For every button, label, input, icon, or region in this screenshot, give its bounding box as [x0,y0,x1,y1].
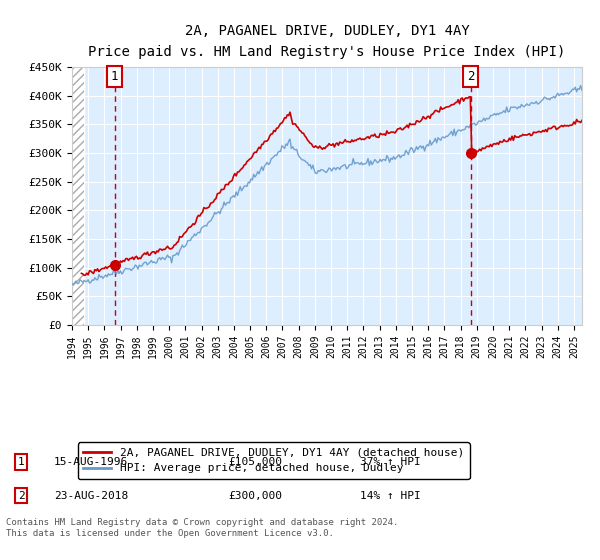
Text: 2: 2 [467,70,475,83]
Text: 1: 1 [17,457,25,467]
Text: 37% ↑ HPI: 37% ↑ HPI [360,457,421,467]
Text: £105,000: £105,000 [228,457,282,467]
Legend: 2A, PAGANEL DRIVE, DUDLEY, DY1 4AY (detached house), HPI: Average price, detache: 2A, PAGANEL DRIVE, DUDLEY, DY1 4AY (deta… [77,442,470,479]
Text: 14% ↑ HPI: 14% ↑ HPI [360,491,421,501]
Text: 15-AUG-1996: 15-AUG-1996 [54,457,128,467]
Text: 23-AUG-2018: 23-AUG-2018 [54,491,128,501]
Text: 2: 2 [17,491,25,501]
Text: Contains HM Land Registry data © Crown copyright and database right 2024.
This d: Contains HM Land Registry data © Crown c… [6,518,398,538]
Polygon shape [72,67,84,325]
Title: 2A, PAGANEL DRIVE, DUDLEY, DY1 4AY
Price paid vs. HM Land Registry's House Price: 2A, PAGANEL DRIVE, DUDLEY, DY1 4AY Price… [88,25,566,59]
Text: 1: 1 [111,70,118,83]
Text: £300,000: £300,000 [228,491,282,501]
